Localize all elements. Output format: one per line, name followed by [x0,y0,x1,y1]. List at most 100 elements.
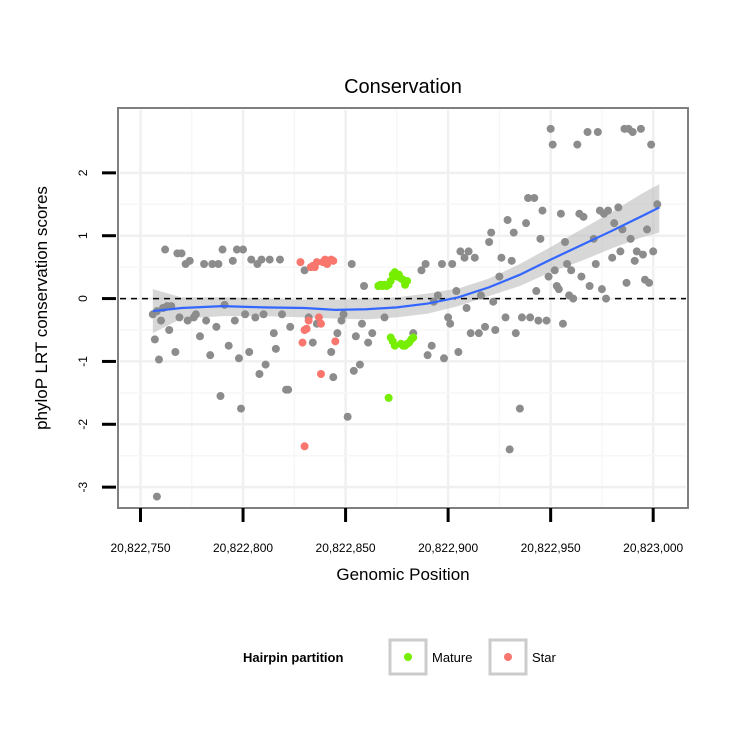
point-other [380,313,389,322]
point-other [200,260,209,268]
point-other [216,392,225,400]
point-other [417,266,426,275]
point-other [585,282,594,290]
point-star [300,442,309,451]
point-other [542,316,551,325]
point-other [245,348,254,356]
point-other [165,326,174,334]
point-other [532,287,541,296]
point-other [507,256,516,265]
point-star [312,258,321,267]
x-tick-label: 20,822,800 [213,541,273,555]
point-other [538,206,547,215]
legend-key-star [488,638,528,676]
point-other [501,313,510,322]
point-other [300,266,309,275]
point-other [628,128,637,136]
point-other [548,140,557,149]
point-other [212,322,221,331]
point-other [526,313,535,322]
point-other [241,310,250,319]
point-other [464,247,473,256]
point-other [448,260,457,268]
point-other [152,492,161,501]
point-other [462,304,471,312]
point-other [347,260,356,268]
point-other [261,360,270,369]
point-other [329,373,338,382]
point-star [316,319,325,328]
point-other [247,255,256,264]
point-mature [403,276,412,285]
point-other [333,329,342,338]
point-star [316,370,325,378]
point-other [503,216,512,224]
point-other [202,316,211,325]
y-tick-label: -1 [76,356,90,367]
point-other [327,348,336,356]
point-star [302,324,311,333]
point-other [228,256,237,265]
point-other [485,238,494,246]
y-tick-label: -3 [76,481,90,492]
legend-title: Hairpin partition [243,650,343,665]
point-mature [390,341,399,350]
point-other [561,238,570,246]
x-axis-label: Genomic Position [336,565,469,584]
point-other [206,351,215,360]
smooth-trend-line [152,206,660,313]
point-other [286,322,295,331]
point-star [314,313,323,322]
point-other [357,319,366,328]
point-other [645,278,654,287]
point-other [220,300,229,309]
point-other [456,247,465,256]
point-other [511,329,520,338]
point-other [556,209,565,218]
point-mature [386,276,395,285]
point-other [474,329,483,338]
point-other [558,319,567,328]
legend-dot-mature [404,653,412,661]
point-other [214,260,223,268]
point-other [239,245,248,254]
point-other [150,335,159,344]
point-other [171,348,180,356]
y-tick-label: 1 [76,232,90,239]
point-other [489,297,498,306]
point-other [534,316,543,325]
point-other [269,329,278,338]
point-other [355,360,364,369]
point-other [515,404,524,413]
y-axis: -3 -2 -1 0 1 2 [76,169,116,492]
point-other [234,354,243,363]
point-other [349,366,358,375]
point-star [331,337,340,346]
data-points [148,124,662,501]
point-other [638,250,647,259]
point-other [517,313,526,322]
point-other [583,128,592,136]
point-other [343,412,352,421]
point-other [616,247,625,256]
point-other [563,260,572,268]
point-other [487,228,496,237]
x-tick-label: 20,822,850 [316,541,376,555]
x-axis: 20,822,750 20,822,800 20,822,850 20,822,900… [110,508,684,555]
point-other [433,291,442,300]
point-other [452,287,461,296]
point-other [509,228,518,237]
point-other [622,278,631,287]
point-other [597,285,606,294]
point-other [573,140,582,149]
point-other [636,124,645,133]
point-other [604,206,613,215]
legend-dot-star [504,653,512,661]
point-other [421,260,430,268]
point-other [481,322,490,331]
point-other [602,294,611,303]
x-tick-label: 20,822,950 [521,541,581,555]
point-other [427,341,436,350]
point-other [544,272,553,281]
